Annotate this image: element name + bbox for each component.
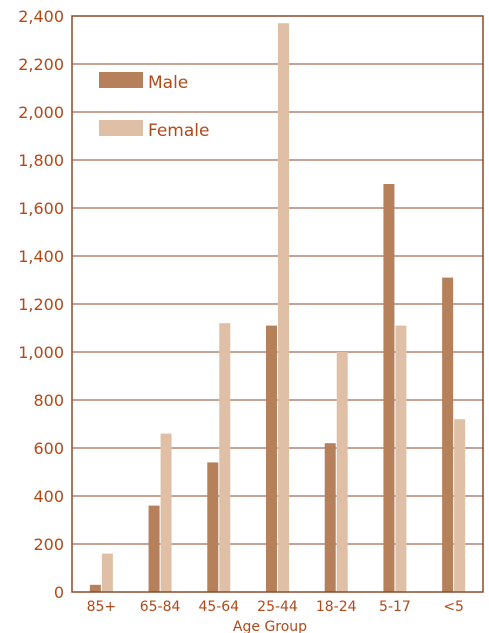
- bar-male-4: [324, 443, 336, 592]
- legend-label-male: Male: [148, 73, 188, 93]
- bar-female-4: [336, 352, 348, 592]
- bar-male-6: [442, 277, 454, 592]
- x-tick-label: 25-44: [257, 599, 298, 615]
- bar-female-1: [160, 433, 172, 592]
- legend: Male Female: [99, 72, 209, 141]
- bar-male-0: [89, 584, 101, 592]
- bar-male-1: [148, 505, 160, 592]
- y-tick-label: 2,200: [18, 55, 64, 74]
- y-tick-label: 1,200: [18, 295, 64, 314]
- y-tick-label: 1,000: [18, 343, 64, 362]
- y-tick-label: 0: [54, 583, 64, 602]
- x-tick-label: 85+: [87, 599, 117, 615]
- x-axis-title: Age Group: [233, 619, 307, 633]
- x-tick-label: <5: [443, 599, 464, 615]
- y-tick-label: 1,800: [18, 151, 64, 170]
- bars: [89, 23, 466, 592]
- x-tick-label: 45-64: [198, 599, 239, 615]
- bar-male-3: [266, 325, 277, 592]
- x-tick-label: 18-24: [316, 599, 357, 615]
- bar-female-3: [278, 23, 289, 592]
- plot-frame: [71, 15, 484, 593]
- y-tick-label: 2,400: [18, 7, 64, 26]
- legend-label-female: Female: [148, 121, 209, 141]
- y-tick-label: 1,400: [18, 247, 64, 266]
- y-tick-label: 2,000: [18, 103, 64, 122]
- x-axis-ticks: 85+ 65-84 45-64 25-44 18-24 5-17 <5: [87, 599, 464, 615]
- bar-male-2: [207, 462, 219, 592]
- y-tick-label: 600: [33, 439, 64, 458]
- y-tick-label: 1,600: [18, 199, 64, 218]
- x-tick-label: 65-84: [140, 599, 181, 615]
- y-tick-label: 800: [33, 391, 64, 410]
- gridlines: [72, 63, 483, 545]
- bar-female-0: [101, 553, 113, 592]
- bar-female-6: [454, 419, 466, 592]
- legend-swatch-male: [99, 72, 143, 88]
- y-tick-label: 400: [33, 487, 64, 506]
- bar-male-5: [383, 184, 395, 592]
- x-tick-label: 5-17: [379, 599, 411, 615]
- bar-female-5: [395, 325, 407, 592]
- legend-swatch-female: [99, 120, 143, 136]
- y-tick-label: 200: [33, 535, 64, 554]
- bar-female-2: [219, 323, 231, 592]
- y-axis-ticks: 0 200 400 600 800 1,000 1,200 1,400 1,600 1,800 2,…: [18, 7, 64, 602]
